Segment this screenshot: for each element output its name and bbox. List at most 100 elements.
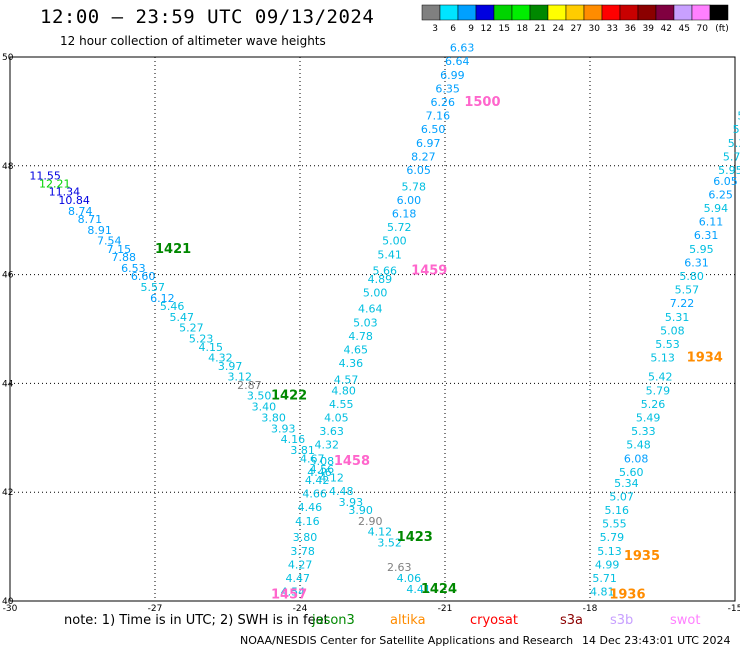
- colorbar-label: 24: [553, 24, 565, 34]
- swh-value: 8.91: [87, 224, 112, 237]
- x-tick-label: -18: [583, 604, 598, 614]
- swh-value: 3.80: [293, 531, 318, 544]
- swh-value: 3.52: [377, 537, 402, 550]
- colorbar-label: 18: [517, 24, 529, 34]
- swh-value: 2.87: [237, 379, 262, 392]
- swh-value: 5.94: [704, 202, 729, 215]
- y-tick-label: 48: [2, 162, 14, 172]
- pass-time: 1422: [271, 389, 307, 404]
- swh-value: 4.16: [295, 515, 320, 528]
- colorbar: 3 6 9 12 15 18 21 24 27 30 33 36 39 42 45 70 (ft): [421, 4, 729, 34]
- colorbar-label: 45: [679, 24, 690, 34]
- swh-value: 4.66: [302, 488, 327, 501]
- grid-lines: [10, 57, 735, 601]
- colorbar-swatch: [457, 4, 477, 21]
- pass-time-labels: 1421 1422 1423 1424 1500 1459 1458 1457 1934 1935…: [155, 95, 723, 602]
- chart-subtitle: 12 hour collection of altimeter wave hei…: [60, 34, 326, 48]
- swh-value: 6.31: [684, 256, 709, 269]
- colorbar-swatch: [493, 4, 513, 21]
- swh-value: 10.84: [58, 194, 89, 207]
- pass-time: 1936: [609, 587, 645, 602]
- swh-value: 4.67: [300, 452, 325, 465]
- chart-title: 12:00 – 23:59 UTC 09/13/2024: [40, 6, 375, 28]
- pass-time: 1935: [624, 549, 660, 564]
- swh-value: 5.79: [646, 384, 671, 397]
- colorbar-label: 27: [571, 24, 582, 34]
- swh-value: 5.08: [310, 455, 335, 468]
- x-tick-label: -30: [3, 604, 18, 614]
- swh-value: 5.41: [377, 248, 402, 261]
- colorbar-swatch: [673, 4, 693, 21]
- swh-value: 6.18: [392, 207, 417, 220]
- swh-value: 5.16: [605, 504, 630, 517]
- swh-value: 4.65: [344, 343, 369, 356]
- swh-value: 6.25: [708, 188, 733, 201]
- swh-value: 4.80: [331, 384, 356, 397]
- swh-value: 4.46: [307, 466, 332, 479]
- swh-value: 5.78: [402, 180, 427, 193]
- swh-value: 7.22: [670, 297, 695, 310]
- swh-value: 3.63: [319, 425, 344, 438]
- swh-value: 4.55: [329, 398, 354, 411]
- mission-s3b: s3b: [610, 613, 634, 628]
- swh-value: 6.05: [406, 164, 431, 177]
- swh-value: 5.03: [353, 316, 378, 329]
- colorbar-swatch: [655, 4, 675, 21]
- mission-s3a: s3a: [560, 613, 584, 628]
- swh-value: 4.56: [310, 463, 335, 476]
- swh-value: 5.79: [600, 531, 625, 544]
- swh-value: 2.90: [358, 515, 383, 528]
- swh-value: 6.99: [440, 69, 465, 82]
- footer-credit: NOAA/NESDIS Center for Satellite Applica…: [240, 634, 574, 647]
- swh-value: 11.34: [49, 186, 81, 199]
- swh-value: 4.05: [324, 411, 349, 424]
- swh-value: 3.78: [290, 545, 315, 558]
- swh-value: 5.26: [641, 398, 666, 411]
- swh-value: 6.00: [397, 194, 422, 207]
- swh-value: 4.47: [286, 572, 311, 585]
- colorbar-swatch: [439, 4, 459, 21]
- swh-value: 4.99: [595, 558, 620, 571]
- swh-value: 5.33: [631, 425, 656, 438]
- swh-value: 5.47: [170, 311, 195, 324]
- swh-value: 4.57: [334, 373, 359, 386]
- swh-value: 5.31: [665, 311, 690, 324]
- swh-value: 5.57: [141, 281, 166, 294]
- mission-cryosat: cryosat: [470, 613, 518, 628]
- swh-value: 2.63: [387, 561, 412, 574]
- swh-value: 8.27: [411, 150, 436, 163]
- pass-time: 1457: [271, 587, 307, 602]
- swh-value: 5.49: [636, 411, 661, 424]
- swh-value: 3.12: [228, 371, 253, 384]
- swh-value: 6.12: [150, 292, 175, 305]
- mission-altika: altika: [390, 613, 426, 628]
- swh-value: 3.50: [247, 390, 271, 403]
- swh-value: 5.34: [614, 477, 639, 490]
- y-tick-label: 46: [2, 271, 14, 281]
- swh-value: 6.60: [131, 270, 156, 283]
- swh-value: 3.40: [252, 401, 277, 414]
- colorbar-swatch: [547, 4, 567, 21]
- swh-value: 6.31: [694, 229, 719, 242]
- swh-value: 5.37: [728, 137, 740, 150]
- swh-value: 5.76: [733, 123, 740, 136]
- swh-value: 6.35: [435, 82, 460, 95]
- data-labels: 11.5512.2111.3410.848.748.718.917.547.15…: [29, 42, 740, 599]
- swh-value: 5.13: [597, 545, 622, 558]
- colorbar-label: 42: [661, 24, 672, 34]
- y-tick-label: 42: [2, 488, 13, 498]
- pass-time: 1459: [411, 264, 447, 279]
- swh-value: 4.32: [208, 352, 233, 365]
- x-tick-label: -21: [438, 604, 453, 614]
- swh-value: 4.36: [339, 357, 364, 370]
- swh-value: 5.46: [160, 300, 185, 313]
- pass-time: 1500: [464, 95, 500, 110]
- colorbar-label: 12: [481, 24, 492, 34]
- swh-value: 5.08: [660, 324, 685, 337]
- swh-value: 6.64: [445, 55, 470, 68]
- swh-value: 4.32: [315, 439, 340, 452]
- colorbar-swatch: [619, 4, 639, 21]
- pass-time: 1934: [687, 351, 723, 366]
- x-tick-label: -24: [293, 604, 308, 614]
